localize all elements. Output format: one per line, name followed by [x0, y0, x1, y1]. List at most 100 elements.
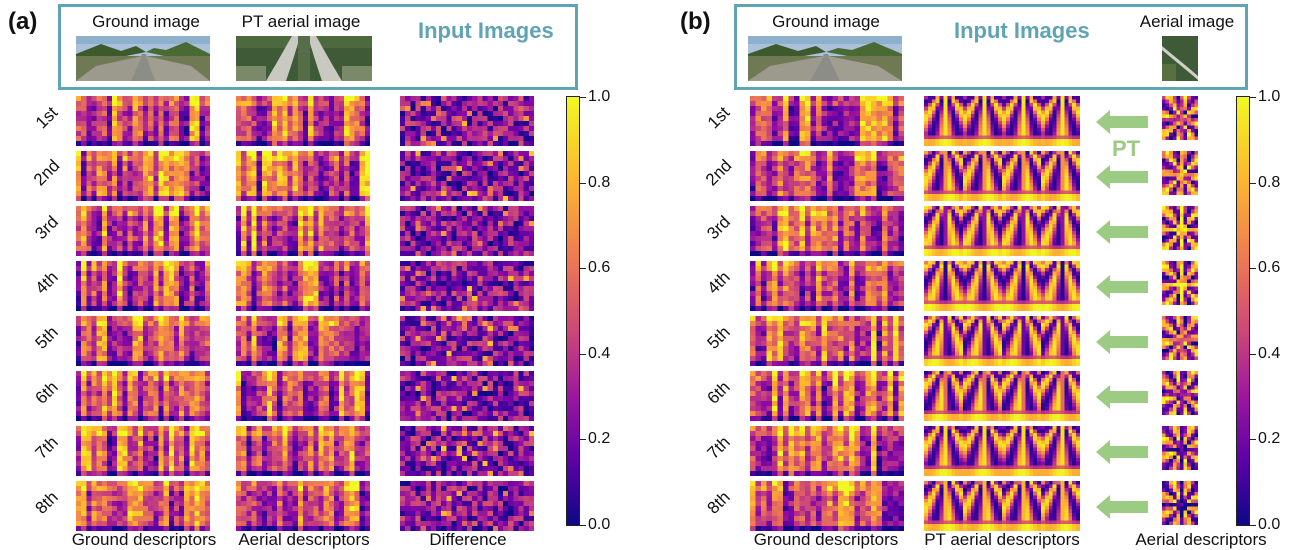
- panel-b-row-label: 3rd: [703, 212, 735, 244]
- panel-a-row-label: 4th: [31, 267, 62, 298]
- panel-b-row-label: 7th: [703, 432, 734, 463]
- panel-b-aerial-descriptors-caption: Aerial descriptors: [1135, 530, 1267, 549]
- panel-b-row-label: 4th: [703, 267, 734, 298]
- panel-b-pt-aerial-descriptors-column: [924, 96, 1080, 531]
- descriptor-heatmap: [76, 96, 210, 146]
- descriptor-heatmap: [750, 261, 904, 311]
- colorbar-tick-mark: [1250, 182, 1256, 184]
- descriptor-heatmap: [750, 481, 904, 531]
- colorbar-tick-mark: [1250, 439, 1256, 441]
- panel-a-difference-column: [400, 96, 534, 531]
- colorbar-tick-label: 0.2: [1258, 430, 1281, 448]
- descriptor-heatmap: [1162, 371, 1198, 415]
- panel-a-row-label: 5th: [31, 322, 62, 353]
- descriptor-heatmap: [1162, 481, 1198, 525]
- panel-a-row-label: 7th: [31, 432, 62, 463]
- descriptor-heatmap: [236, 481, 370, 531]
- panel-a-row-label: 8th: [31, 487, 62, 518]
- panel-a-aerial-descriptors-column: [236, 96, 370, 531]
- panel-b-aerial-image-thumbnail: [1162, 36, 1198, 81]
- descriptor-heatmap: [1162, 96, 1198, 140]
- panel-a-difference-caption: Difference: [429, 530, 507, 549]
- descriptor-heatmap: [76, 206, 210, 256]
- descriptor-heatmap: [236, 316, 370, 366]
- colorbar-tick-mark: [580, 439, 586, 441]
- descriptor-heatmap: [924, 316, 1080, 366]
- panel-a-ground-descriptors-column: [76, 96, 210, 531]
- left-arrow-icon: [1096, 385, 1148, 409]
- descriptor-heatmap: [236, 96, 370, 146]
- descriptor-heatmap: [924, 371, 1080, 421]
- panel-b-row-label: 8th: [703, 487, 734, 518]
- colorbar-tick-mark: [1250, 353, 1256, 355]
- panel-a-row-label: 6th: [31, 377, 62, 408]
- descriptor-heatmap: [750, 316, 904, 366]
- descriptor-heatmap: [1162, 426, 1198, 470]
- colorbar-tick-mark: [580, 525, 586, 526]
- colorbar-tick-mark: [1250, 268, 1256, 270]
- panel-b-row-label: 5th: [703, 322, 734, 353]
- descriptor-heatmap: [400, 261, 534, 311]
- pt-transform-label: PT: [1112, 136, 1141, 161]
- panel-b-aerial-descriptors-column: [1162, 96, 1198, 528]
- left-arrow-icon: [1096, 330, 1148, 354]
- panel-b-label: (b): [680, 8, 711, 35]
- panel-b-row-label: 1st: [703, 102, 734, 133]
- colorbar-tick-label: 0.0: [588, 516, 611, 533]
- descriptor-heatmap: [924, 151, 1080, 201]
- descriptor-heatmap: [236, 206, 370, 256]
- colorbar-tick-mark: [580, 353, 586, 355]
- panel-b-row-label: 2nd: [701, 155, 736, 190]
- descriptor-heatmap: [400, 371, 534, 421]
- descriptor-heatmap: [400, 151, 534, 201]
- panel-a-row-label: 3rd: [31, 212, 63, 244]
- panel-b-ground-image-caption: Ground image: [772, 12, 880, 31]
- descriptor-heatmap: [400, 426, 534, 476]
- descriptor-heatmap: [924, 206, 1080, 256]
- colorbar-tick-label: 1.0: [1258, 88, 1281, 105]
- descriptor-heatmap: [236, 151, 370, 201]
- panel-b-pt-aerial-descriptors-caption: PT aerial descriptors: [924, 530, 1080, 549]
- descriptor-heatmap: [76, 261, 210, 311]
- panel-a-row-label: 2nd: [29, 155, 64, 190]
- panel-a-input-images-box: [58, 4, 578, 90]
- descriptor-heatmap: [76, 481, 210, 531]
- colorbar-tick-mark: [580, 268, 586, 270]
- colorbar-tick-label: 1.0: [588, 88, 611, 105]
- panel-b-input-images-title: Input Images: [954, 18, 1090, 43]
- descriptor-heatmap: [1162, 151, 1198, 195]
- descriptor-heatmap: [750, 426, 904, 476]
- panel-b-ground-descriptors-column: [750, 96, 904, 531]
- panel-b-ground-descriptors-caption: Ground descriptors: [753, 530, 899, 549]
- left-arrow-icon: [1096, 275, 1148, 299]
- left-arrow-icon: [1096, 110, 1148, 134]
- left-arrow-icon: [1096, 165, 1148, 189]
- colorbar-tick-label: 0.6: [588, 259, 611, 277]
- colorbar-tick-label: 0.0: [1258, 516, 1281, 533]
- descriptor-heatmap: [1162, 206, 1198, 250]
- descriptor-heatmap: [236, 426, 370, 476]
- colorbar-tick-label: 0.4: [1258, 344, 1281, 362]
- panel-a-label: (a): [8, 8, 38, 35]
- descriptor-heatmap: [1162, 261, 1198, 305]
- panel-a-pt-aerial-image-caption: PT aerial image: [241, 12, 361, 31]
- descriptor-heatmap: [400, 96, 534, 146]
- panel-b-input-images-box: [734, 4, 1248, 90]
- left-arrow-icon: [1096, 440, 1148, 464]
- colorbar-tick-label: 0.4: [588, 344, 611, 362]
- panel-a-ground-image-caption: Ground image: [92, 12, 200, 31]
- descriptor-heatmap: [76, 151, 210, 201]
- descriptor-heatmap: [750, 371, 904, 421]
- colorbar-tick-label: 0.8: [1258, 173, 1281, 191]
- panel-b-ground-image-thumbnail: [748, 36, 902, 81]
- panel-a-row-label: 1st: [31, 102, 62, 133]
- panel-b-row-label: 6th: [703, 377, 734, 408]
- colorbar-tick-mark: [1250, 97, 1256, 98]
- descriptor-heatmap: [924, 481, 1080, 531]
- panel-b-colorbar: [1236, 96, 1250, 526]
- descriptor-heatmap: [750, 151, 904, 201]
- descriptor-heatmap: [750, 96, 904, 146]
- left-arrow-icon: [1096, 220, 1148, 244]
- descriptor-heatmap: [76, 426, 210, 476]
- colorbar-tick-mark: [580, 97, 586, 98]
